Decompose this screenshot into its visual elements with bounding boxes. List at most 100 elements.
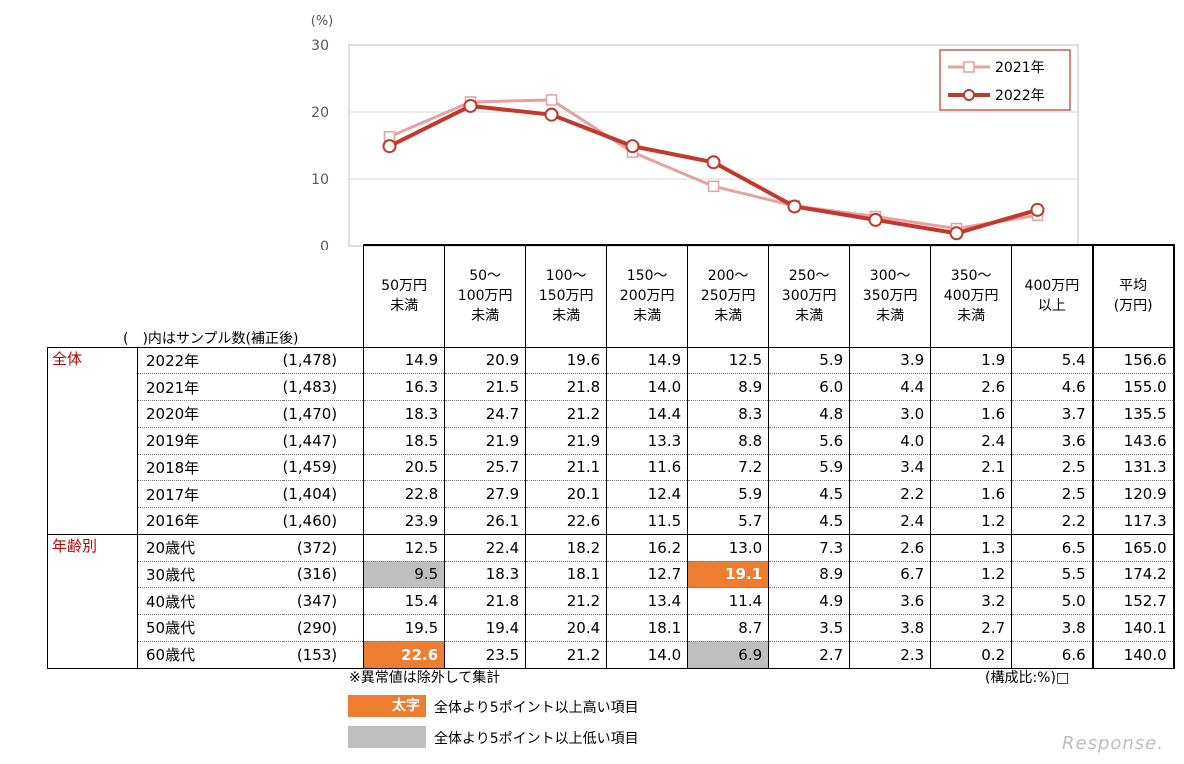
column-header-line: 100万円 <box>457 288 513 305</box>
value-cell: 131.3 <box>1091 454 1175 482</box>
value-cell: 16.3 <box>363 373 445 401</box>
value-cell: 7.2 <box>687 454 769 482</box>
value-cell: 14.9 <box>606 346 688 375</box>
value-cell: 20.1 <box>525 480 607 508</box>
column-header: 250～ 300万円 未満 <box>768 244 850 348</box>
value-cell: 2.7 <box>768 641 850 669</box>
data-point-circle <box>868 212 883 227</box>
column-header-line: 400万円 <box>943 288 999 305</box>
value-cell: 19.5 <box>363 614 445 642</box>
value-cell: 2.3 <box>849 641 931 669</box>
value-cell: 9.5 <box>363 561 445 589</box>
y-tick-label: 30 <box>311 38 329 54</box>
value-cell: 18.3 <box>444 561 526 589</box>
value-cell: 13.4 <box>606 587 688 615</box>
value-cell: 8.9 <box>687 373 769 401</box>
line-chart: 0 10 20 30 (%) 2021年 2022年 <box>311 14 1079 250</box>
value-cell: 8.9 <box>768 561 850 589</box>
value-cell: 156.6 <box>1091 346 1175 375</box>
row-label: 60歳代 <box>137 641 283 669</box>
value-cell: 5.0 <box>1011 587 1093 615</box>
value-cell: 7.3 <box>768 533 850 562</box>
data-point-circle <box>787 199 802 214</box>
legend-label: 2022年 <box>995 88 1045 104</box>
value-cell: 14.4 <box>606 400 688 428</box>
exclusion-note: ※異常値は除外して集計 <box>349 670 501 686</box>
value-cell: 19.4 <box>444 614 526 642</box>
legend-box <box>939 49 1071 111</box>
sample-size: (1,459) <box>282 454 364 482</box>
value-cell: 6.0 <box>768 373 850 401</box>
value-cell: 152.7 <box>1091 587 1175 615</box>
row-label: 2017年 <box>137 480 283 508</box>
legend-high-swatch: 太字 <box>348 695 426 717</box>
chart-legend: 2021年 2022年 <box>939 49 1071 111</box>
table-row: 年齢別 20歳代 (372) 12.5 22.4 18.2 16.2 13.0 7.3 2.6 1.… <box>47 533 1175 669</box>
column-header: 350～ 400万円 未満 <box>930 244 1012 348</box>
group-label: 年齢別 <box>47 533 138 669</box>
row-label: 2019年 <box>137 427 283 455</box>
value-cell: 5.5 <box>1011 561 1093 589</box>
column-header-line: 未満 <box>552 308 581 325</box>
table-row: 40歳代 (347) 15.4 21.8 21.2 13.4 11.4 4.9 3.6 3.2 5.… <box>48 587 1175 615</box>
column-header-line: 400万円 <box>1024 278 1080 295</box>
value-cell: 117.3 <box>1091 507 1175 535</box>
y-axis: 0 10 20 30 (%) <box>311 14 334 250</box>
value-cell: 11.5 <box>606 507 688 535</box>
column-header-line: 350万円 <box>862 288 918 305</box>
value-cell: 21.5 <box>444 373 526 401</box>
value-cell: 2.6 <box>930 373 1012 401</box>
value-cell: 15.4 <box>363 587 445 615</box>
value-cell: 11.4 <box>687 587 769 615</box>
sample-size: (316) <box>282 561 364 589</box>
value-cell: 20.9 <box>444 346 526 375</box>
value-cell: 18.2 <box>525 533 607 562</box>
value-cell: 22.8 <box>363 480 445 508</box>
row-label: 40歳代 <box>137 587 283 615</box>
column-header-line: 未満 <box>714 308 743 325</box>
value-cell: 19.6 <box>525 346 607 375</box>
value-cell: 21.2 <box>525 641 607 669</box>
value-cell: 21.9 <box>525 427 607 455</box>
column-header: 150～ 200万円 未満 <box>606 244 688 348</box>
data-point-circle <box>544 107 559 122</box>
value-cell: 6.5 <box>1011 533 1093 562</box>
sample-size: (153) <box>282 641 364 669</box>
column-header-line: 50～ <box>469 268 502 285</box>
column-header-line: 平均 <box>1119 278 1148 295</box>
series-line <box>388 103 1039 236</box>
chart-series <box>382 94 1045 241</box>
value-cell: 14.0 <box>606 373 688 401</box>
value-cell: 23.5 <box>444 641 526 669</box>
value-cell: 21.9 <box>444 427 526 455</box>
data-point-circle <box>625 139 640 154</box>
value-cell: 21.2 <box>525 587 607 615</box>
column-header-line: 200万円 <box>619 288 675 305</box>
value-cell: 4.0 <box>849 427 931 455</box>
value-cell: 24.7 <box>444 400 526 428</box>
value-cell: 18.3 <box>363 400 445 428</box>
value-cell: 3.8 <box>849 614 931 642</box>
value-cell: 165.0 <box>1091 533 1175 562</box>
column-header-line: 250万円 <box>700 288 756 305</box>
value-cell: 13.0 <box>687 533 769 562</box>
data-point-circle <box>1030 202 1045 217</box>
value-cell: 1.2 <box>930 561 1012 589</box>
data-point-circle <box>949 226 964 241</box>
data-point-circle <box>382 139 397 154</box>
value-cell: 14.9 <box>363 346 445 375</box>
column-header: 100～ 150万円 未満 <box>525 244 607 348</box>
sample-size: (1,483) <box>282 373 364 401</box>
unit-note: (構成比:%)□ <box>985 670 1070 686</box>
column-header-line: 未満 <box>876 308 905 325</box>
value-cell: 22.6 <box>525 507 607 535</box>
value-cell: 16.2 <box>606 533 688 562</box>
value-cell: 140.0 <box>1091 641 1175 669</box>
column-header: 300～ 350万円 未満 <box>849 244 931 348</box>
value-cell: 4.4 <box>849 373 931 401</box>
value-cell: 5.4 <box>1011 346 1093 375</box>
value-cell: 1.6 <box>930 480 1012 508</box>
value-cell: 4.5 <box>768 480 850 508</box>
legend-high-swatch-label: 太字 <box>392 698 420 714</box>
value-cell: 174.2 <box>1091 561 1175 589</box>
